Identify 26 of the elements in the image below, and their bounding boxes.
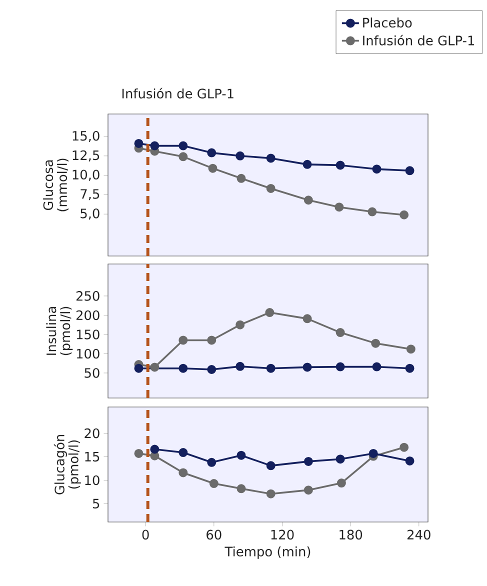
y-axis-title: Insulina (pmol/l) bbox=[46, 306, 73, 356]
y-tick-label: 15 bbox=[85, 452, 100, 462]
y-axis-title: Glucosa (mmol/l) bbox=[43, 158, 69, 212]
y-tick-label: 12,5 bbox=[72, 150, 100, 162]
y-tick-label: 7,5 bbox=[80, 189, 100, 200]
y-tick-label: 5 bbox=[92, 498, 100, 509]
y-tick-label: 150 bbox=[76, 330, 100, 340]
y-tick-label: 200 bbox=[76, 310, 100, 320]
x-axis-title: Tiempo (min) bbox=[224, 546, 310, 559]
y-tick-label: 5,0 bbox=[80, 208, 100, 220]
legend-label: Infusión de GLP-1 bbox=[363, 34, 474, 46]
y-tick-label: 15,0 bbox=[72, 130, 100, 142]
y-tick-label: 20 bbox=[84, 428, 100, 438]
legend-label: Placebo bbox=[363, 18, 412, 28]
y-tick-label: 100 bbox=[76, 348, 100, 359]
y-tick-label: 10,0 bbox=[72, 170, 100, 181]
x-tick-label: 120 bbox=[271, 530, 294, 540]
x-tick-label: 60 bbox=[206, 530, 222, 540]
y-tick-label: 50 bbox=[84, 368, 100, 378]
x-tick-label: 180 bbox=[340, 530, 362, 540]
x-tick-label: 0 bbox=[142, 530, 149, 540]
ref-line-label: Infusión de GLP-1 bbox=[122, 88, 234, 98]
x-tick-label: 240 bbox=[407, 530, 430, 540]
y-axis-title: Glucagón (pmol/l) bbox=[54, 434, 81, 494]
y-tick-label: 10 bbox=[85, 475, 100, 486]
y-tick-label: 250 bbox=[76, 291, 100, 301]
